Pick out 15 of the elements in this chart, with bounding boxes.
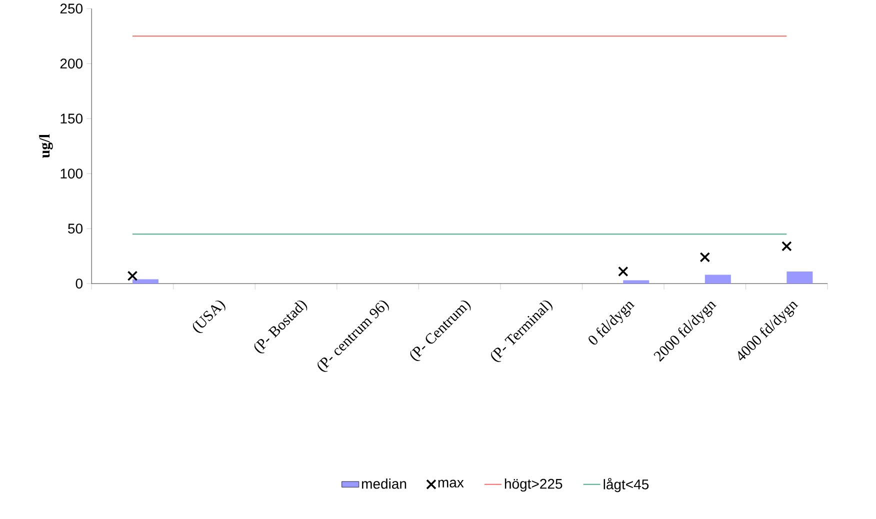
y-tick-label: 250 (60, 4, 83, 14)
point (618, 266, 628, 277)
point (127, 270, 138, 282)
y-tick-label: 100 (60, 168, 83, 179)
y-tick-label: 0 (76, 278, 83, 289)
legend-label: max (438, 480, 464, 488)
legend-label: lågt<45 (604, 478, 649, 492)
legend-label: median (362, 478, 406, 489)
y-tick-label: 50 (68, 224, 83, 234)
legend-label: högt>225 (504, 478, 562, 492)
y-axis-title: ug/l (39, 134, 53, 158)
point (700, 252, 710, 262)
y-tick-label: 200 (60, 58, 83, 69)
point (782, 241, 792, 252)
y-tick-label: 150 (60, 114, 83, 124)
